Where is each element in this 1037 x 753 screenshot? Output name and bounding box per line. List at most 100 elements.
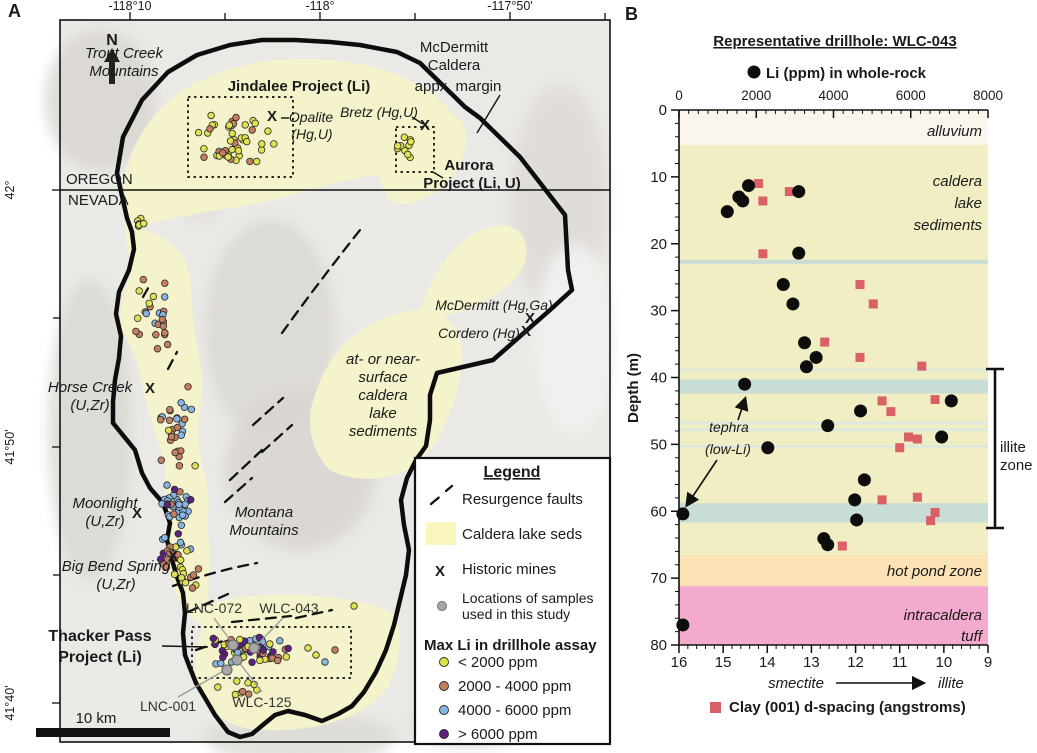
scale-bar xyxy=(36,728,170,737)
aurora-label-1: Aurora xyxy=(444,157,494,174)
clay-point xyxy=(855,352,865,362)
clay-point xyxy=(855,280,865,290)
tephra-arrow-up xyxy=(734,395,749,421)
assay-dot-thacker-core xyxy=(266,640,274,648)
zone-label-caldera-1: caldera xyxy=(933,173,982,190)
assay-dot-west-mid xyxy=(177,399,185,407)
assay-dot-moonlight-blue xyxy=(163,481,171,489)
oregon-label: OREGON xyxy=(66,171,133,188)
lake-seds-note-5: sediments xyxy=(349,423,418,440)
assay-dot-thacker-south xyxy=(238,687,247,696)
clay-point xyxy=(930,508,940,518)
clay-series-legend-icon xyxy=(710,702,721,713)
assay-dot-west-upper xyxy=(142,309,150,318)
depth-axis-tick-label: 70 xyxy=(650,570,667,587)
clay-point xyxy=(820,337,830,347)
li-point xyxy=(792,185,806,199)
assay-dot-bigbend-yellow xyxy=(177,574,186,582)
depth-axis-title: Depth (m) xyxy=(625,353,642,423)
moonlight-label-2: (U,Zr) xyxy=(85,513,124,530)
moonlight-mine-x-icon: X xyxy=(132,505,142,522)
assay-dot-west-mid xyxy=(157,456,165,464)
drillhole-label-wlc125: WLC-125 xyxy=(232,694,291,710)
tephra-band xyxy=(679,428,988,431)
assay-dot-west-mid xyxy=(173,415,181,423)
illite-zone-label-2: zone xyxy=(1000,457,1033,474)
assay-dot-border-chain xyxy=(139,219,148,228)
assay-dot-west-upper xyxy=(145,299,153,307)
li-axis-tick-label: 2000 xyxy=(741,88,771,103)
lake-seds-note-1: at- or near- xyxy=(346,351,420,368)
zone-intracaldera-tuff xyxy=(679,586,988,645)
depth-axis-tick-label: 30 xyxy=(650,303,667,320)
legend-samples-label-1: Locations of samples xyxy=(462,590,594,606)
assay-dot-west-mid xyxy=(156,416,165,424)
assay-dot-jindalee xyxy=(270,140,278,148)
drillhole-label-wlc043: WLC-043 xyxy=(259,600,318,616)
thacker-label-2: Project (Li) xyxy=(58,649,142,666)
li-axis-tick-label: 0 xyxy=(675,88,683,103)
sample-leader-lines xyxy=(177,617,284,698)
li-series-legend-icon xyxy=(747,65,761,79)
lat-label-2: 41°50' xyxy=(3,429,17,464)
assay-class-icon-1 xyxy=(439,681,449,691)
clay-point xyxy=(758,196,768,206)
assay-dot-west-lower xyxy=(162,563,171,571)
li-point xyxy=(742,179,756,193)
assay-dot-aurora xyxy=(404,150,412,159)
assay-dot-thacker-core xyxy=(236,635,244,644)
li-axis-tick-label: 4000 xyxy=(818,88,848,103)
assay-dot-jindalee xyxy=(226,137,235,145)
li-point xyxy=(792,246,806,260)
assay-dot-west-lower xyxy=(176,556,185,564)
clay-point xyxy=(837,541,847,551)
study-sample-locations xyxy=(221,639,260,676)
assay-dot-moonlight-blue xyxy=(178,511,187,519)
lon-label-2: -118° xyxy=(305,0,334,13)
assay-dot-west-upper xyxy=(161,279,169,287)
clay-point xyxy=(912,492,922,502)
opalite-label-1: Opalite xyxy=(289,109,334,125)
assay-dot-moonlight-blue xyxy=(177,521,186,529)
depth-axis-tick-label: 0 xyxy=(659,102,667,119)
north-label: N xyxy=(106,32,118,49)
panel-a-label: A xyxy=(8,1,21,21)
assay-dot-west-mid xyxy=(175,462,184,470)
assay-dot-west-lower xyxy=(160,534,169,542)
assay-dot-west-upper xyxy=(158,315,166,324)
tephra-band xyxy=(679,445,988,448)
tephra-band xyxy=(679,379,988,394)
sample-legend-icon xyxy=(437,601,447,611)
lake-seds-note-4: lake xyxy=(369,405,397,422)
big-bend-label-2: (U,Zr) xyxy=(96,576,135,593)
axis-lines xyxy=(678,109,988,646)
bretz-mine-x-icon: X xyxy=(420,117,430,134)
assay-dot-west-upper xyxy=(159,322,168,330)
bretz-leader xyxy=(411,116,424,125)
li-axis-tick-label: 8000 xyxy=(973,88,1003,103)
assay-class-label-3: > 6000 ppm xyxy=(458,726,538,743)
li-point xyxy=(676,618,690,632)
zone-label-caldera-2: lake xyxy=(954,195,982,212)
li-point xyxy=(935,430,949,444)
assay-class-icon-0 xyxy=(439,657,449,667)
north-arrow: N xyxy=(104,32,120,84)
zone-label-caldera-3: sediments xyxy=(914,217,983,234)
tephra-band xyxy=(679,503,988,523)
clay-series-legend-label: Clay (001) d-spacing (angstroms) xyxy=(729,699,966,716)
assay-dot-thacker-core xyxy=(269,648,277,656)
assay-class-label-2: 4000 - 6000 ppm xyxy=(458,702,571,719)
legend-seds-label: Caldera lake seds xyxy=(462,526,582,543)
assay-dot-moonlight-blue xyxy=(186,496,195,504)
assay-dot-jindalee xyxy=(207,111,215,120)
legend-fault-label: Resurgence faults xyxy=(462,491,583,508)
scale-bar-label: 10 km xyxy=(76,710,117,727)
assay-dot-west-lower xyxy=(156,555,165,563)
big-bend-mine-x-icon: X xyxy=(168,548,178,565)
tephra-annotation-1: tephra xyxy=(709,419,749,435)
montana-label-1: Montana xyxy=(235,504,293,521)
assay-dot-jindalee xyxy=(251,119,259,127)
assay-dot-west-upper xyxy=(135,287,143,295)
study-sample-dot xyxy=(227,639,239,651)
bretz-label: Bretz (Hg,U) xyxy=(340,104,418,120)
